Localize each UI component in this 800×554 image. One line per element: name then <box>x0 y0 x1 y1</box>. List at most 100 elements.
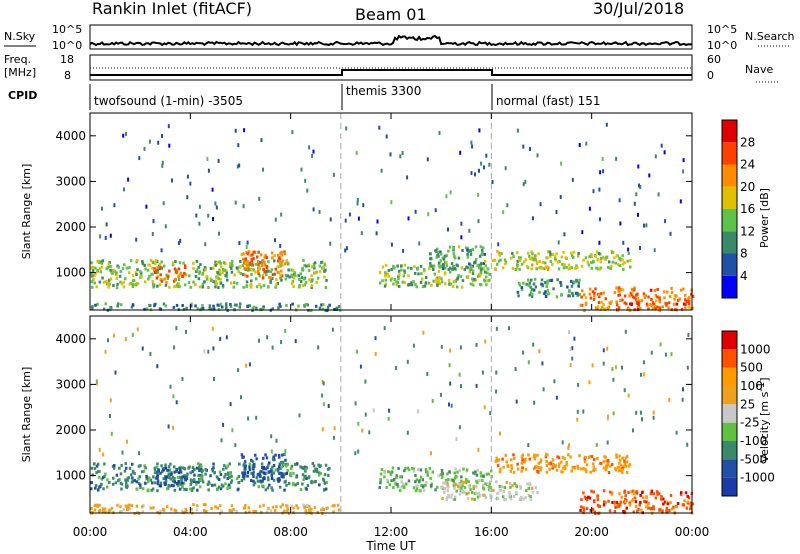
data-cell <box>602 303 605 307</box>
data-cell <box>163 277 166 281</box>
data-cell <box>640 299 643 303</box>
data-cell <box>634 500 638 504</box>
data-cell <box>442 257 446 261</box>
data-cell <box>297 274 300 278</box>
data-cell <box>243 466 246 470</box>
data-cell <box>250 285 253 289</box>
data-cell <box>581 303 584 307</box>
data-cell <box>632 510 635 514</box>
data-cell <box>379 481 382 485</box>
data-cell <box>402 274 406 278</box>
data-cell <box>172 279 176 283</box>
data-cell <box>173 508 176 512</box>
data-cell <box>467 491 470 495</box>
data-cell <box>274 238 276 243</box>
data-cell <box>116 503 119 507</box>
data-cell <box>141 346 144 351</box>
data-cell <box>306 188 309 193</box>
data-cell <box>452 480 455 484</box>
data-cell <box>212 307 216 311</box>
colorbar-tick-label: 4 <box>740 269 748 283</box>
data-cell <box>658 306 662 310</box>
data-cell <box>279 264 282 268</box>
data-cell <box>455 475 458 479</box>
data-cell <box>676 502 680 505</box>
data-cell <box>196 504 199 508</box>
data-cell <box>94 272 97 276</box>
data-cell <box>599 217 601 222</box>
data-cell <box>269 509 273 513</box>
data-cell <box>547 266 550 270</box>
data-cell <box>301 466 304 470</box>
data-cell <box>563 457 566 461</box>
data-cell <box>247 506 251 510</box>
data-cell <box>594 287 597 291</box>
data-cell <box>516 467 520 471</box>
data-cell <box>230 281 233 285</box>
data-cell <box>101 510 105 514</box>
data-cell <box>612 411 615 416</box>
data-cell <box>440 468 444 472</box>
data-cell <box>323 275 326 279</box>
data-cell <box>438 276 442 280</box>
data-cell <box>130 473 133 477</box>
data-cell <box>563 467 567 471</box>
data-cell <box>576 266 579 269</box>
data-cell <box>617 469 621 473</box>
data-cell <box>132 469 135 473</box>
data-cell <box>348 212 351 217</box>
data-cell <box>132 279 136 283</box>
data-cell <box>639 410 642 415</box>
data-cell <box>546 279 550 283</box>
data-cell <box>557 267 561 271</box>
data-cell <box>168 285 171 289</box>
data-cell <box>479 274 482 278</box>
data-cell <box>198 466 201 470</box>
data-cell <box>684 303 687 307</box>
data-cell <box>175 285 178 289</box>
data-cell <box>629 259 632 263</box>
data-cell <box>515 485 518 489</box>
data-cell <box>304 467 308 471</box>
data-cell <box>98 280 102 284</box>
data-cell <box>546 268 550 271</box>
data-cell <box>534 285 538 289</box>
data-cell <box>423 268 426 271</box>
data-cell <box>171 178 173 183</box>
data-cell <box>446 489 449 493</box>
data-cell <box>252 305 256 309</box>
data-cell <box>591 363 594 368</box>
data-cell <box>649 303 652 307</box>
data-cell <box>190 480 193 484</box>
data-cell <box>400 264 403 268</box>
data-cell <box>580 498 583 502</box>
data-cell <box>145 475 148 478</box>
data-cell <box>510 464 513 468</box>
data-cell <box>101 476 105 480</box>
data-cell <box>552 287 555 291</box>
data-cell <box>386 478 389 482</box>
data-cell <box>686 299 690 303</box>
data-cell <box>608 301 611 305</box>
data-cell <box>274 453 277 457</box>
data-cell <box>438 264 442 268</box>
data-cell <box>90 466 94 470</box>
data-cell <box>642 372 645 377</box>
data-cell <box>379 472 383 476</box>
data-cell <box>217 286 220 290</box>
data-cell <box>525 282 528 286</box>
data-cell <box>320 508 323 512</box>
data-cell <box>151 481 154 485</box>
x-tick-label: 12:00 <box>374 525 409 539</box>
data-cell <box>295 475 298 479</box>
data-cell <box>298 285 301 289</box>
data-cell <box>261 276 265 280</box>
data-cell <box>111 271 114 275</box>
data-cell <box>359 364 362 369</box>
data-cell <box>109 414 111 418</box>
data-cell <box>538 290 541 294</box>
data-cell <box>224 274 227 278</box>
data-cell <box>224 306 228 310</box>
data-cell <box>167 468 170 472</box>
data-cell <box>572 255 575 259</box>
